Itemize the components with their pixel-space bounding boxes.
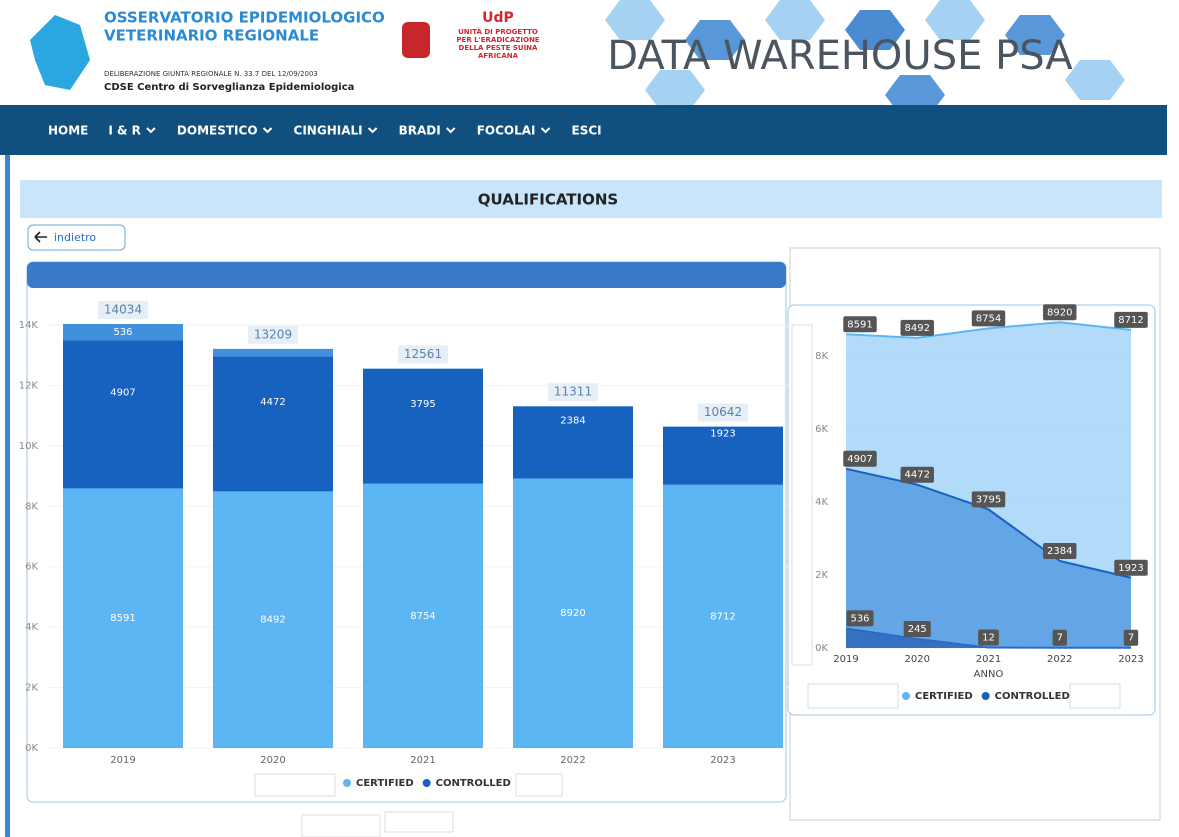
- bar-segment: [213, 349, 333, 356]
- bar-value-label: 8712: [710, 611, 735, 622]
- y-tick-label: 10K: [19, 441, 39, 452]
- y-tick-label: 12K: [19, 380, 39, 391]
- total-label: 12561: [404, 347, 442, 361]
- x-tick-label: 2019: [110, 755, 135, 766]
- data-label: 8492: [905, 323, 930, 334]
- y-tick-label: 14K: [19, 320, 39, 331]
- center-name: CDSE Centro di Sorveglianza Epidemiologi…: [104, 82, 354, 93]
- x-tick-label: 2020: [905, 654, 930, 665]
- bar-value-label: 8920: [560, 608, 585, 619]
- side-strip: [5, 155, 10, 837]
- y-tick-label: 0K: [815, 643, 828, 654]
- x-tick-label: 2023: [710, 755, 735, 766]
- nav-item[interactable]: I & R: [108, 124, 141, 138]
- x-tick-label: 2020: [260, 755, 285, 766]
- legend-label: CONTROLLED: [995, 691, 1070, 702]
- slicer: [808, 684, 898, 708]
- data-label: 4472: [905, 470, 930, 481]
- page: OSSERVATORIO EPIDEMIOLOGICO VETERINARIO …: [0, 0, 1179, 837]
- crest: [402, 22, 430, 58]
- slicer: [302, 815, 380, 837]
- nav-item[interactable]: HOME: [48, 124, 88, 138]
- data-label: 1923: [1118, 563, 1143, 574]
- legend-marker: [423, 779, 431, 787]
- data-label: 7: [1057, 633, 1063, 644]
- bar-segment: [213, 356, 333, 491]
- data-label: 536: [850, 613, 869, 624]
- bar-value-label: 4472: [260, 397, 285, 408]
- screen: OSSERVATORIO EPIDEMIOLOGICO VETERINARIO …: [0, 0, 1179, 837]
- bar-value-label: 8754: [410, 611, 435, 622]
- udp-line: UNITÀ DI PROGETTO: [458, 27, 538, 36]
- banner-title: DATA WAREHOUSE PSA: [607, 33, 1073, 79]
- udp-line: DELLA PESTE SUINA: [459, 44, 539, 52]
- y-tick-label: 8K: [815, 351, 828, 362]
- data-label: 4907: [847, 454, 872, 465]
- data-label: 3795: [976, 494, 1001, 505]
- x-tick-label: 2021: [976, 654, 1001, 665]
- total-label: 13209: [254, 327, 292, 341]
- x-tick-label: 2023: [1118, 654, 1143, 665]
- bar-card-header: [27, 262, 786, 288]
- data-label: 8920: [1047, 307, 1072, 318]
- y-tick-label: 2K: [815, 570, 828, 581]
- nav-item[interactable]: CINGHIALI: [294, 124, 363, 138]
- slicer: [792, 325, 812, 665]
- nav-item[interactable]: DOMESTICO: [177, 124, 258, 138]
- y-tick-label: 4K: [815, 497, 828, 508]
- data-label: 8712: [1118, 315, 1143, 326]
- slicer: [255, 774, 335, 796]
- bar-value-label: 2384: [560, 415, 585, 426]
- udp-line: AFRICANA: [478, 52, 519, 60]
- legend-marker: [343, 779, 351, 787]
- nav-item[interactable]: FOCOLAI: [477, 124, 536, 138]
- bar-value-label: 536: [113, 327, 132, 338]
- udp-line: PER L'ERADICAZIONE: [456, 36, 539, 44]
- total-label: 10642: [704, 405, 742, 419]
- back-label[interactable]: indietro: [54, 231, 96, 244]
- x-tick-label: 2022: [560, 755, 585, 766]
- bar-value-label: 8591: [110, 613, 135, 624]
- bar-value-label: 8492: [260, 615, 285, 626]
- udp: UdP: [482, 10, 514, 26]
- slicer: [516, 774, 562, 796]
- bar-segment: [63, 340, 183, 488]
- bar-value-label: 4907: [110, 387, 135, 398]
- data-label: 8591: [847, 319, 872, 330]
- page-title: QUALIFICATIONS: [478, 191, 618, 209]
- data-label: 12: [982, 633, 995, 644]
- y-tick-label: 4K: [25, 622, 38, 633]
- total-label: 14034: [104, 302, 142, 316]
- y-tick-label: 6K: [815, 424, 828, 435]
- y-tick-label: 0K: [25, 743, 38, 754]
- legend-label: CERTIFIED: [915, 691, 973, 702]
- slicer: [385, 812, 453, 832]
- bar-value-label: 1923: [710, 429, 735, 440]
- decree: DELIBERAZIONE GIUNTA REGIONALE N. 33.7 D…: [104, 70, 318, 78]
- org-name: OSSERVATORIO EPIDEMIOLOGICO: [104, 9, 385, 27]
- total-label: 11311: [554, 385, 592, 399]
- bar-value-label: 3795: [410, 399, 435, 410]
- x-axis-title: ANNO: [974, 669, 1004, 680]
- x-tick-label: 2022: [1047, 654, 1072, 665]
- data-label: 7: [1128, 633, 1134, 644]
- legend-label: CONTROLLED: [436, 778, 511, 789]
- y-tick-label: 8K: [25, 501, 38, 512]
- bar-segment: [363, 369, 483, 484]
- y-tick-label: 2K: [25, 683, 38, 694]
- data-label: 245: [908, 624, 927, 635]
- data-label: 2384: [1047, 546, 1072, 557]
- legend-marker: [902, 692, 910, 700]
- x-tick-label: 2021: [410, 755, 435, 766]
- x-tick-label: 2019: [833, 654, 858, 665]
- org-name: VETERINARIO REGIONALE: [104, 27, 319, 45]
- nav-item[interactable]: ESCI: [572, 124, 602, 138]
- y-tick-label: 6K: [25, 562, 38, 573]
- slicer: [1070, 684, 1120, 708]
- nav-item[interactable]: BRADI: [399, 124, 441, 138]
- legend-label: CERTIFIED: [356, 778, 414, 789]
- legend-marker: [982, 692, 990, 700]
- data-label: 8754: [976, 313, 1001, 324]
